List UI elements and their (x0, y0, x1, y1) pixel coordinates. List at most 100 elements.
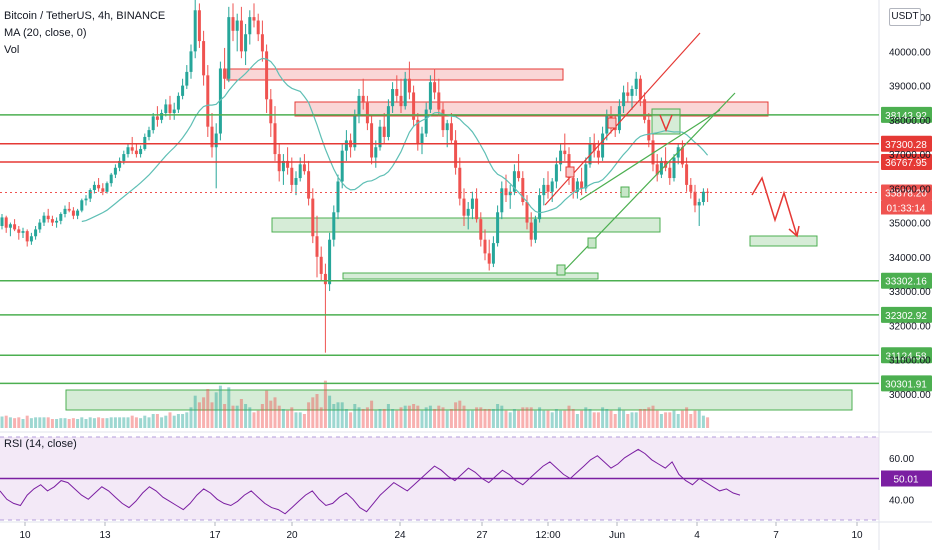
candle-body (340, 150, 344, 182)
candle-body (4, 217, 8, 228)
candle (134, 143, 138, 158)
candle-body (319, 256, 323, 274)
volume-bar (252, 412, 256, 428)
price-tick-label: 30000.00 (889, 390, 931, 401)
candle (340, 143, 344, 189)
candle-body (395, 89, 399, 96)
volume-bar (491, 409, 495, 428)
drawings-layer (544, 32, 800, 276)
candle-body (454, 140, 458, 168)
levels-layer[interactable] (0, 114, 879, 385)
candle-body (328, 239, 332, 285)
candle (185, 65, 189, 90)
candle-body (8, 224, 12, 228)
volume-bar (34, 417, 38, 428)
candle (223, 47, 227, 90)
volume-bar (668, 412, 672, 428)
candle-body (29, 236, 33, 242)
candle-body (332, 212, 336, 240)
candle-body (416, 119, 420, 144)
candle-body (504, 188, 508, 196)
candle (151, 112, 155, 134)
candle (517, 154, 521, 182)
volume-bar (307, 402, 311, 428)
candle (50, 215, 54, 226)
time-tick-label: 7 (773, 530, 779, 541)
volume-bar (63, 418, 67, 428)
candle (281, 154, 285, 185)
volume-bar (449, 409, 453, 428)
candle-body (529, 222, 533, 240)
volume-bar (0, 416, 4, 428)
candle-body (227, 17, 231, 79)
candle-body (273, 123, 277, 155)
volume-bar (391, 409, 395, 428)
candle (239, 6, 243, 59)
volume-bar (42, 417, 46, 428)
volume-bar (328, 395, 332, 428)
candle-body (286, 160, 290, 168)
candle-body (143, 136, 147, 149)
candle-body (617, 106, 621, 131)
candle-body (80, 200, 84, 211)
candle (235, 13, 239, 52)
candle (328, 232, 332, 292)
volume-bar (617, 407, 621, 428)
volume-bar (399, 407, 403, 428)
volume-bar (596, 412, 600, 428)
candle (260, 20, 264, 62)
countdown-tag (881, 200, 932, 215)
candle (668, 160, 672, 185)
candle (126, 143, 130, 158)
volume-bar (382, 409, 386, 428)
price-tick-label: 33000.00 (889, 287, 931, 298)
symbol-title[interactable]: Bitcoin / TetherUS, 4h, BINANCE (4, 10, 166, 22)
candle-body (622, 92, 626, 107)
candle-body (298, 164, 302, 179)
candle (487, 239, 491, 271)
candle-body (449, 123, 453, 141)
candle (412, 85, 416, 127)
candle (218, 61, 222, 141)
volume-bar (466, 410, 470, 428)
candle (588, 136, 592, 168)
candle (265, 44, 269, 113)
rsi-indicator-label[interactable]: RSI (14, close) (4, 438, 77, 450)
volume-bar (59, 418, 63, 428)
candle-body (655, 164, 659, 175)
candle-body (668, 167, 672, 179)
candle-body (311, 198, 315, 237)
candle-body (357, 95, 361, 117)
volume-bar (697, 410, 701, 428)
candle-body (67, 208, 71, 211)
candle (197, 3, 201, 48)
volume-bar (290, 407, 294, 428)
volume-bar (214, 392, 218, 428)
rsi-pane[interactable] (0, 436, 879, 521)
candle-body (34, 229, 38, 237)
ma-indicator-label[interactable]: MA (20, close, 0) (4, 27, 87, 39)
candle (227, 6, 231, 83)
candle-body (634, 78, 638, 90)
volume-bar (349, 412, 353, 428)
candle-body (134, 150, 138, 155)
candle (403, 71, 407, 110)
volume-bar (517, 410, 521, 428)
candle-body (17, 229, 21, 233)
candles-layer[interactable] (0, 0, 710, 353)
volume-indicator-label[interactable]: Vol (4, 44, 20, 56)
candle (428, 75, 432, 113)
candle (172, 102, 176, 120)
volume-bar (689, 414, 693, 428)
candle (38, 219, 42, 233)
currency-button[interactable]: USDT (889, 8, 921, 26)
candle-body (437, 92, 441, 110)
time-axis[interactable]: 10 13 17 20 24 27 12:00 Jun 4 7 10 (19, 522, 863, 541)
volume-bar (210, 402, 214, 428)
volume-bar (403, 405, 407, 428)
volume-bar (134, 417, 138, 428)
candle-body (525, 202, 529, 223)
candle-body (701, 191, 705, 203)
candle (139, 145, 143, 158)
